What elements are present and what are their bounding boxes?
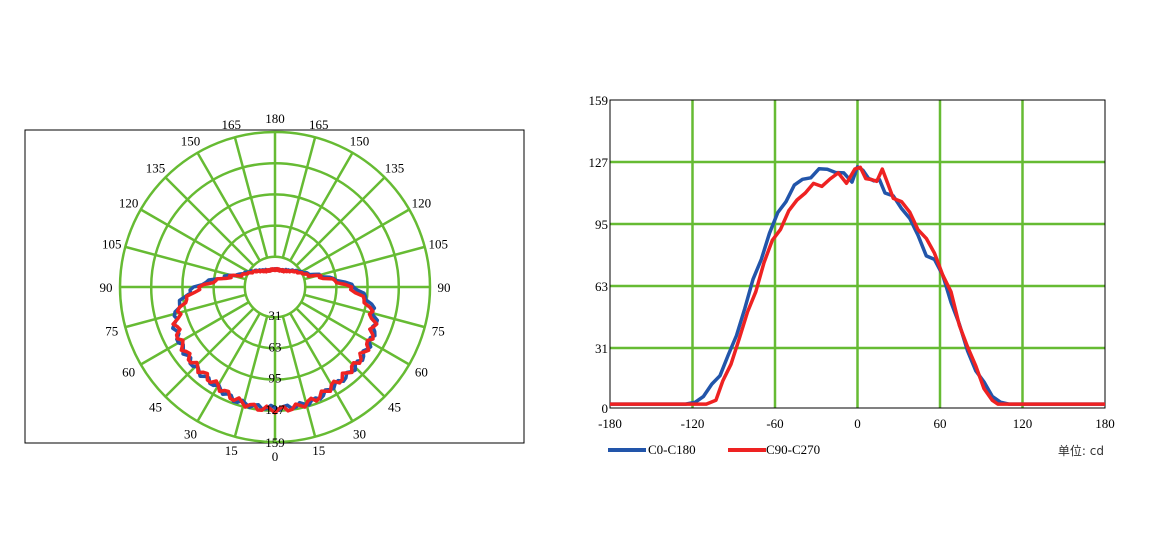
polar-angle-label: 15 xyxy=(312,443,325,458)
polar-angle-label: 135 xyxy=(146,161,166,176)
polar-spoke-210 xyxy=(196,152,261,262)
line-series-C90-C270 xyxy=(610,165,1105,406)
legend-label-c0: C0-C180 xyxy=(648,442,696,457)
polar-angle-label: 30 xyxy=(353,426,366,441)
polar-angle-label: 75 xyxy=(105,324,118,339)
polar-spoke-255 xyxy=(124,245,247,281)
polar-spoke-225 xyxy=(164,176,255,267)
unit-label: 单位: cd xyxy=(1058,443,1104,458)
polar-angle-label: 150 xyxy=(181,134,201,149)
y-tick-label: 0 xyxy=(602,401,609,416)
polar-radial-label: 159 xyxy=(265,435,285,450)
polar-angle-label: 60 xyxy=(122,365,135,380)
polar-spoke-195 xyxy=(233,136,269,259)
y-tick-label: 95 xyxy=(595,217,608,232)
polar-spoke-45 xyxy=(295,307,386,398)
polar-spoke-135 xyxy=(295,176,386,267)
polar-angle-label: 180 xyxy=(265,111,285,126)
polar-spoke-330 xyxy=(196,312,261,422)
polar-spoke-60 xyxy=(300,301,410,366)
y-tick-label: 31 xyxy=(595,341,608,356)
polar-angle-label: 150 xyxy=(350,134,370,149)
polar-spoke-315 xyxy=(164,307,255,398)
polar-spoke-75 xyxy=(303,293,426,329)
polar-angle-label: 105 xyxy=(102,236,122,251)
legend: C0-C180 C90-C270 xyxy=(608,442,820,457)
polar-angle-label: 45 xyxy=(388,400,401,415)
cartesian-grid xyxy=(610,100,1105,408)
polar-labels: 0 15 15 30 30 45 45 60 60 75 75 90 90 105 105 120 120 135… xyxy=(100,111,451,464)
polar-angle-label: 120 xyxy=(119,196,139,211)
polar-radial-label: 31 xyxy=(269,308,282,323)
y-tick-label: 159 xyxy=(589,93,609,108)
x-tick-label: -180 xyxy=(598,416,622,431)
polar-angle-label: 135 xyxy=(385,161,405,176)
polar-angle-label: 30 xyxy=(184,426,197,441)
cartesian-chart: -180 -120 -60 0 60 120 180 0 31 63 95 127 159 xyxy=(589,93,1115,431)
cartesian-series xyxy=(610,165,1105,406)
polar-spoke-120 xyxy=(300,208,410,273)
plot-frame xyxy=(609,99,1106,409)
x-tick-label: -120 xyxy=(681,416,705,431)
polar-radial-label: 95 xyxy=(269,371,282,386)
polar-spoke-300 xyxy=(140,301,250,366)
polar-angle-label: 15 xyxy=(225,443,238,458)
polar-chart: 0 15 15 30 30 45 45 60 60 75 75 90 90 105 105 120 120 135… xyxy=(24,111,525,464)
polar-spoke-150 xyxy=(289,152,354,262)
polar-spoke-30 xyxy=(289,312,354,422)
x-tick-label: 180 xyxy=(1095,416,1115,431)
y-tick-label: 63 xyxy=(595,279,608,294)
polar-angle-label: 90 xyxy=(100,280,113,295)
polar-angle-label: 0 xyxy=(272,449,279,464)
polar-radial-label: 63 xyxy=(269,339,282,354)
polar-angle-label: 90 xyxy=(438,280,451,295)
polar-angle-label: 75 xyxy=(432,324,445,339)
polar-angle-label: 105 xyxy=(428,236,448,251)
x-tick-label: 60 xyxy=(934,416,947,431)
polar-angle-label: 45 xyxy=(149,400,162,415)
polar-angle-label: 60 xyxy=(415,365,428,380)
polar-angle-label: 165 xyxy=(309,117,329,132)
polar-radial-label: 127 xyxy=(265,402,285,417)
x-tick-label: 0 xyxy=(854,416,861,431)
polar-spoke-345 xyxy=(233,315,269,438)
polar-spoke-240 xyxy=(140,208,250,273)
polar-spoke-15 xyxy=(281,315,317,438)
polar-spoke-105 xyxy=(303,245,426,281)
x-tick-label: 120 xyxy=(1013,416,1033,431)
polar-series-C90-C270 xyxy=(171,266,379,415)
cartesian-labels: -180 -120 -60 0 60 120 180 0 31 63 95 127 159 xyxy=(589,93,1115,431)
polar-angle-label: 120 xyxy=(412,196,432,211)
polar-spoke-165 xyxy=(281,136,317,259)
x-tick-label: -60 xyxy=(766,416,783,431)
polar-angle-label: 165 xyxy=(222,117,242,132)
polar-series xyxy=(171,266,380,415)
polar-spoke-285 xyxy=(124,293,247,329)
y-tick-label: 127 xyxy=(589,155,609,170)
polar-grid xyxy=(118,130,432,444)
legend-label-c90: C90-C270 xyxy=(766,442,820,457)
